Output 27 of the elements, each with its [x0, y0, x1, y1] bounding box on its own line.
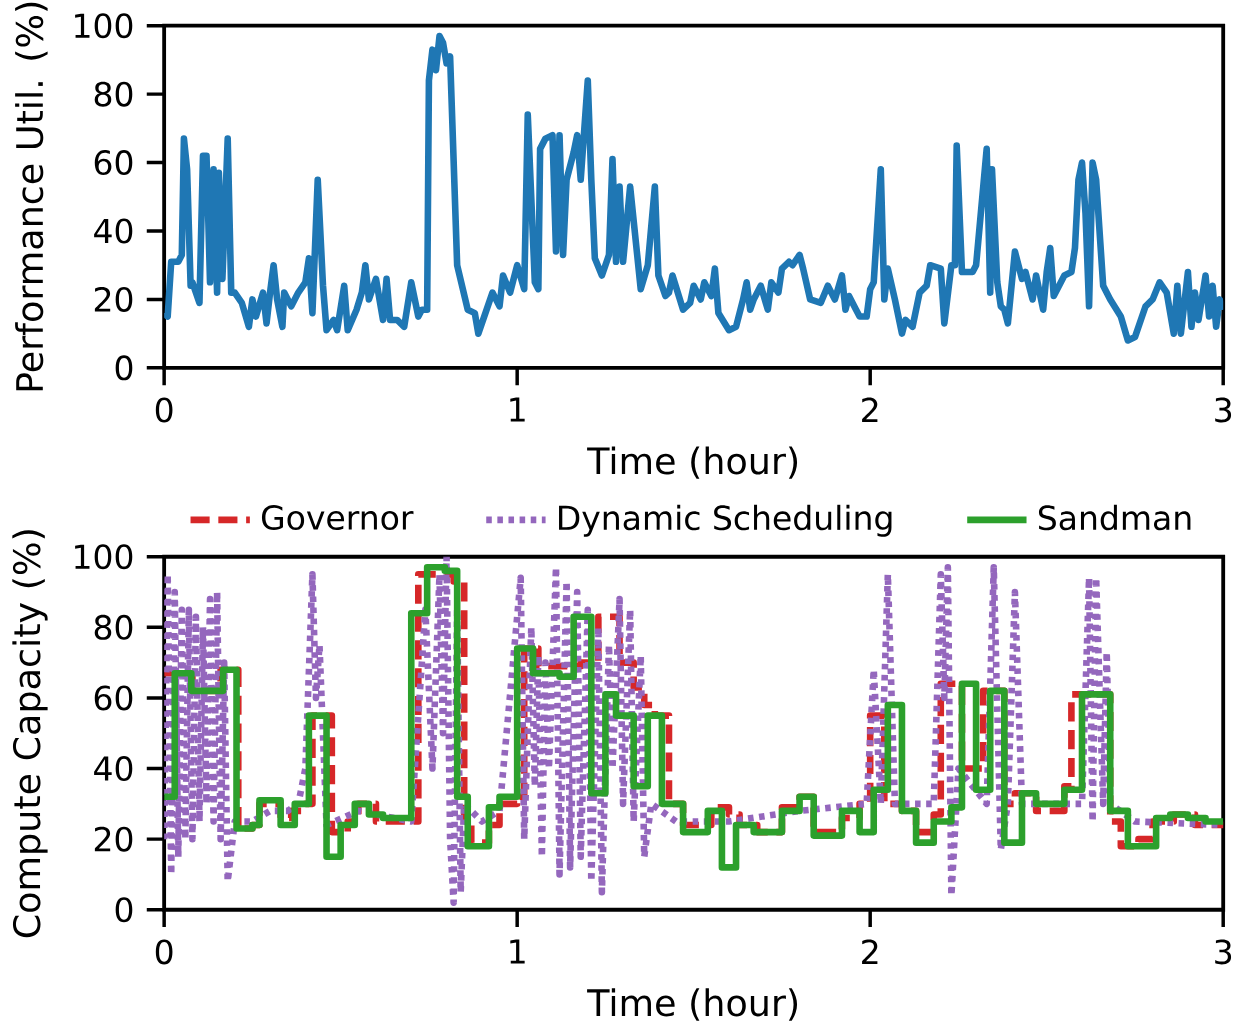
x-axis-title: Time (hour): [587, 446, 798, 479]
y-tick-label: 20: [94, 286, 133, 312]
y-axis-title: Compute Capacity (%): [12, 530, 48, 938]
x-tick-label: 2: [862, 397, 878, 422]
x-tick-label: 2: [862, 939, 878, 964]
legend-label: Sandman: [1038, 504, 1191, 531]
y-tick-label: 100: [75, 544, 133, 570]
legend-label: Dynamic Scheduling: [559, 504, 892, 537]
x-tick-label: 0: [155, 397, 173, 423]
y-tick-label: 40: [94, 755, 133, 781]
y-tick-label: 60: [94, 685, 133, 711]
y-tick-label: 20: [94, 826, 133, 852]
x-tick-label: 3: [1215, 939, 1232, 965]
x-tick-label: 1: [510, 397, 525, 422]
y-tick-label: 0: [115, 355, 133, 381]
y-tick-label: 40: [94, 218, 133, 244]
x-tick-label: 3: [1215, 397, 1232, 423]
x-tick-label: 1: [510, 939, 525, 964]
x-axis-title: Time (hour): [587, 988, 798, 1021]
y-tick-label: 80: [94, 614, 133, 640]
y-tick-label: 80: [94, 81, 133, 107]
y-axis-title: Performance Util. (%): [15, 2, 48, 391]
legend-label: Governor: [261, 504, 414, 530]
y-tick-label: 0: [115, 897, 133, 923]
y-tick-label: 100: [75, 13, 133, 39]
y-tick-label: 60: [94, 149, 133, 175]
x-tick-label: 0: [155, 939, 173, 965]
